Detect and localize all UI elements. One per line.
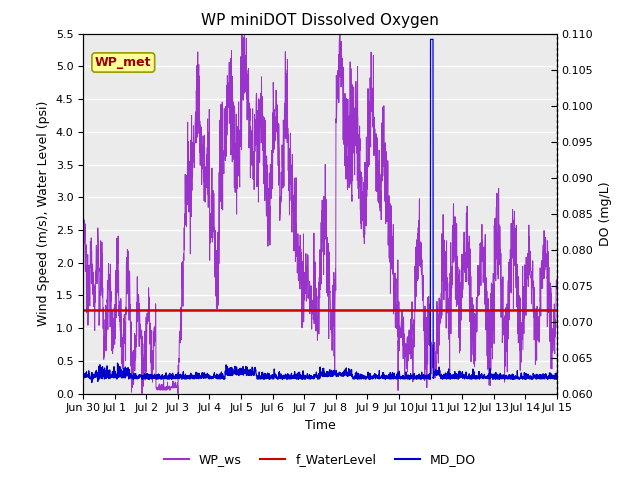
f_WaterLevel (127, 308, 134, 313)
f_WaterLevel (79, 308, 87, 313)
f_WaterLevel (546, 308, 554, 313)
MD_DO (553, 375, 561, 381)
WP_ws (463, 210, 470, 216)
WP_ws (547, 321, 554, 327)
Y-axis label: Wind Speed (m/s), Water Level (psi): Wind Speed (m/s), Water Level (psi) (37, 101, 50, 326)
WP_ws (489, 288, 497, 294)
f_WaterLevel (489, 308, 497, 313)
WP_ws (241, 31, 248, 36)
Text: WP_met: WP_met (95, 56, 152, 69)
Line: WP_ws: WP_ws (83, 34, 557, 394)
MD_DO (427, 36, 435, 42)
WP_ws (553, 277, 561, 283)
WP_ws (79, 276, 87, 282)
Line: MD_DO: MD_DO (83, 39, 557, 383)
MD_DO (79, 373, 87, 379)
Y-axis label: DO (mg/L): DO (mg/L) (599, 181, 612, 246)
WP_ws (348, 82, 356, 87)
f_WaterLevel (229, 308, 237, 313)
MD_DO (229, 367, 237, 372)
MD_DO (127, 371, 134, 376)
X-axis label: Time: Time (305, 419, 335, 432)
MD_DO (88, 380, 95, 385)
Title: WP miniDOT Dissolved Oxygen: WP miniDOT Dissolved Oxygen (201, 13, 439, 28)
WP_ws (127, 328, 134, 334)
MD_DO (463, 373, 470, 379)
MD_DO (547, 376, 554, 382)
WP_ws (229, 99, 237, 105)
WP_ws (138, 391, 146, 396)
MD_DO (348, 372, 356, 377)
MD_DO (489, 372, 497, 377)
f_WaterLevel (348, 308, 356, 313)
f_WaterLevel (553, 308, 561, 313)
f_WaterLevel (462, 308, 470, 313)
Legend: WP_ws, f_WaterLevel, MD_DO: WP_ws, f_WaterLevel, MD_DO (159, 448, 481, 471)
